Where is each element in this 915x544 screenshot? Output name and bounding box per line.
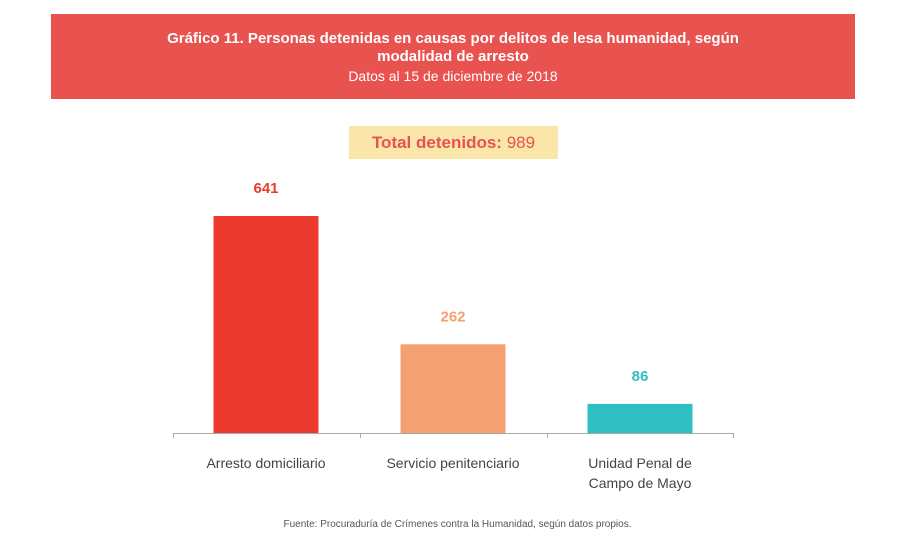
chart-title: Gráfico 11. Personas detenidas en causas…	[167, 30, 739, 65]
source-note: Fuente: Procuraduría de Crímenes contra …	[283, 519, 632, 530]
data-label-2: 262	[440, 308, 465, 325]
category-label-3: Unidad Penal de Campo de Mayo	[588, 455, 692, 491]
chart-subtitle: Datos al 15 de diciembre de 2018	[348, 68, 558, 84]
category-label-1: Arresto domiciliario	[206, 455, 325, 471]
chart-header: Gráfico 11. Personas detenidas en causas…	[51, 14, 855, 99]
data-label-3: 86	[632, 368, 649, 385]
bar-2	[400, 344, 506, 433]
total-value: 989	[506, 133, 536, 152]
category-label-2: Servicio penitenciario	[386, 455, 519, 471]
data-label-1: 641	[253, 180, 278, 197]
bar-3	[587, 403, 693, 433]
total-badge: Total detenidos: 989	[349, 126, 558, 159]
bar-1	[213, 216, 319, 433]
total-label: Total detenidos:	[371, 133, 502, 152]
